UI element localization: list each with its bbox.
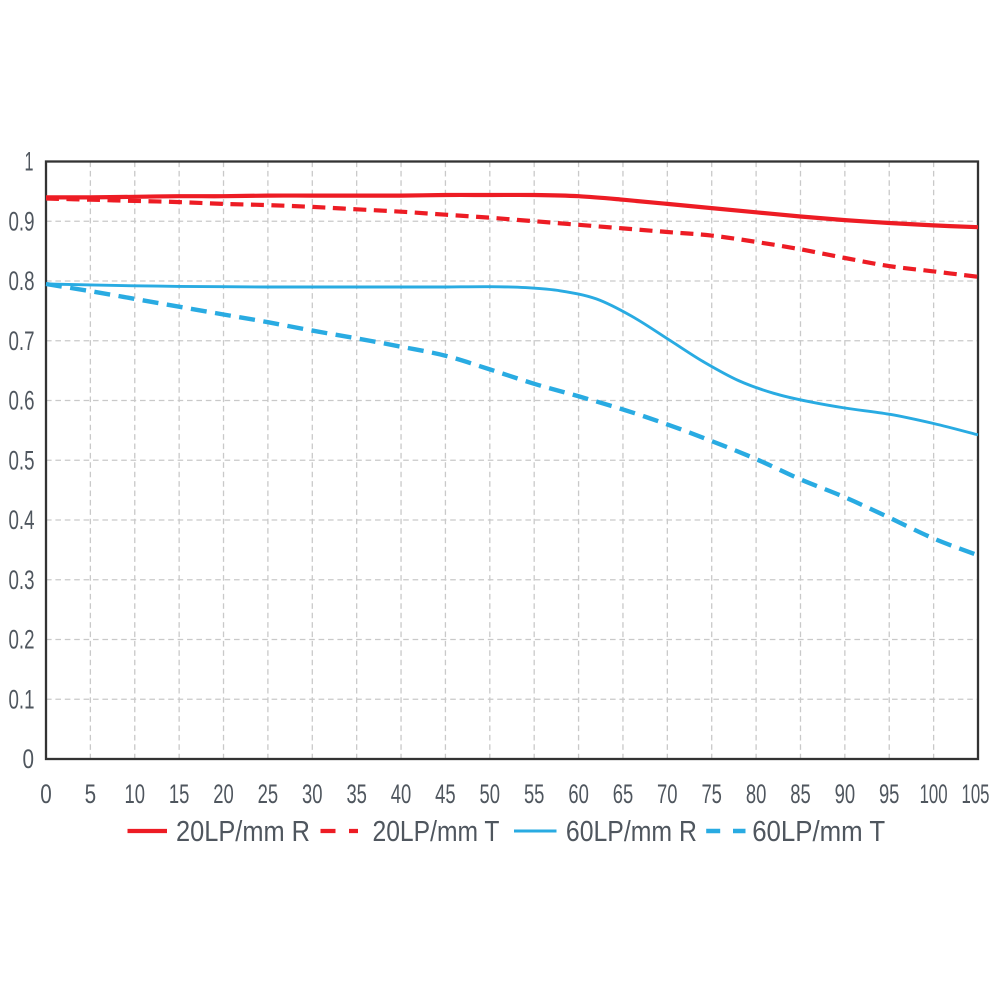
svg-text:60LP/mm R: 60LP/mm R bbox=[566, 816, 697, 848]
svg-text:35: 35 bbox=[346, 779, 367, 809]
svg-text:10: 10 bbox=[125, 779, 146, 809]
svg-text:85: 85 bbox=[790, 779, 811, 809]
svg-text:90: 90 bbox=[835, 779, 856, 809]
svg-text:0.8: 0.8 bbox=[9, 266, 35, 296]
svg-text:80: 80 bbox=[746, 779, 767, 809]
svg-text:60: 60 bbox=[568, 779, 589, 809]
svg-text:65: 65 bbox=[613, 779, 634, 809]
svg-text:30: 30 bbox=[302, 779, 323, 809]
svg-text:0.7: 0.7 bbox=[9, 326, 35, 356]
svg-text:95: 95 bbox=[879, 779, 900, 809]
svg-text:20LP/mm T: 20LP/mm T bbox=[373, 816, 500, 848]
svg-text:40: 40 bbox=[391, 779, 412, 809]
svg-text:70: 70 bbox=[657, 779, 678, 809]
svg-text:0: 0 bbox=[40, 779, 52, 809]
svg-text:50: 50 bbox=[480, 779, 501, 809]
svg-text:20: 20 bbox=[213, 779, 234, 809]
svg-text:25: 25 bbox=[258, 779, 279, 809]
svg-text:60LP/mm T: 60LP/mm T bbox=[752, 816, 885, 848]
svg-text:0.1: 0.1 bbox=[9, 685, 35, 715]
svg-text:0.3: 0.3 bbox=[9, 565, 35, 595]
svg-text:0.9: 0.9 bbox=[9, 206, 35, 236]
svg-text:0.2: 0.2 bbox=[9, 625, 35, 655]
svg-text:1: 1 bbox=[25, 147, 34, 177]
svg-text:75: 75 bbox=[701, 779, 722, 809]
svg-text:20LP/mm R: 20LP/mm R bbox=[176, 816, 310, 848]
svg-text:100: 100 bbox=[920, 779, 948, 809]
svg-text:0.4: 0.4 bbox=[9, 505, 35, 535]
svg-text:15: 15 bbox=[169, 779, 190, 809]
svg-text:5: 5 bbox=[85, 779, 97, 809]
svg-text:0.6: 0.6 bbox=[9, 386, 35, 416]
svg-text:105: 105 bbox=[962, 779, 990, 809]
svg-text:45: 45 bbox=[435, 779, 456, 809]
svg-text:0.5: 0.5 bbox=[9, 445, 35, 475]
svg-text:0: 0 bbox=[23, 744, 35, 774]
svg-text:55: 55 bbox=[524, 779, 545, 809]
